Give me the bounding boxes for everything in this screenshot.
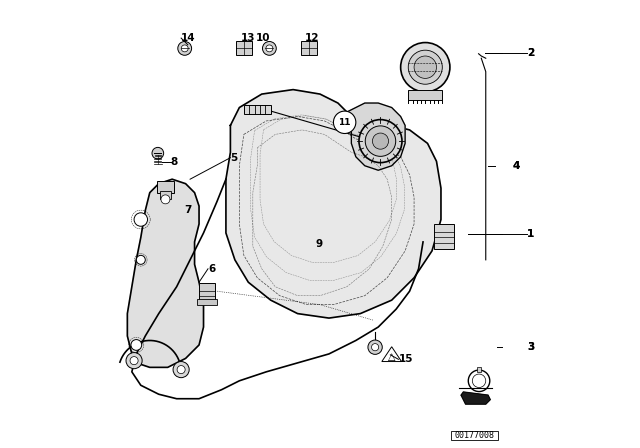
- Text: 00177008: 00177008: [454, 431, 495, 440]
- Polygon shape: [127, 179, 204, 367]
- Circle shape: [181, 45, 188, 52]
- Polygon shape: [382, 347, 401, 362]
- Text: 3: 3: [527, 342, 534, 352]
- Circle shape: [178, 42, 191, 55]
- Circle shape: [371, 344, 379, 351]
- Circle shape: [368, 340, 382, 354]
- Circle shape: [333, 111, 356, 134]
- Text: 2: 2: [527, 48, 534, 58]
- Text: 6: 6: [208, 264, 215, 274]
- Text: 11: 11: [339, 118, 351, 127]
- Text: 12: 12: [305, 33, 320, 43]
- Circle shape: [134, 213, 148, 226]
- Circle shape: [266, 45, 273, 52]
- Bar: [451, 431, 499, 440]
- Text: 9: 9: [316, 239, 323, 249]
- Bar: [236, 42, 252, 55]
- Text: 14: 14: [181, 33, 196, 43]
- Text: 1: 1: [527, 229, 534, 239]
- Circle shape: [414, 56, 436, 78]
- Text: 4: 4: [513, 161, 520, 171]
- Text: 13: 13: [241, 33, 255, 43]
- Polygon shape: [226, 90, 441, 318]
- Bar: [197, 299, 217, 305]
- Circle shape: [173, 362, 189, 378]
- Bar: [301, 42, 317, 55]
- Circle shape: [161, 195, 170, 204]
- Text: 1: 1: [527, 229, 534, 239]
- Circle shape: [365, 126, 396, 156]
- Text: 15: 15: [398, 354, 413, 364]
- Text: 10: 10: [255, 33, 270, 43]
- Circle shape: [131, 340, 141, 350]
- Circle shape: [408, 50, 442, 84]
- Circle shape: [136, 255, 145, 264]
- Polygon shape: [461, 392, 490, 404]
- Bar: [435, 224, 454, 249]
- Text: 8: 8: [171, 157, 178, 167]
- Bar: [199, 283, 215, 300]
- Text: △: △: [388, 352, 396, 362]
- Circle shape: [152, 147, 164, 159]
- Circle shape: [359, 120, 402, 163]
- Text: 4: 4: [513, 161, 520, 171]
- Text: 2: 2: [527, 48, 534, 58]
- Bar: [159, 191, 172, 199]
- Circle shape: [401, 43, 450, 92]
- Polygon shape: [347, 103, 405, 170]
- Circle shape: [130, 357, 138, 365]
- Circle shape: [126, 353, 142, 369]
- Circle shape: [262, 42, 276, 55]
- Bar: [408, 90, 442, 100]
- Bar: [244, 105, 271, 114]
- Text: 5: 5: [230, 153, 237, 163]
- Circle shape: [372, 133, 388, 149]
- Circle shape: [177, 366, 185, 374]
- Text: 3: 3: [527, 342, 534, 352]
- Bar: [477, 367, 481, 372]
- Bar: [157, 181, 173, 193]
- Text: 7: 7: [185, 205, 192, 215]
